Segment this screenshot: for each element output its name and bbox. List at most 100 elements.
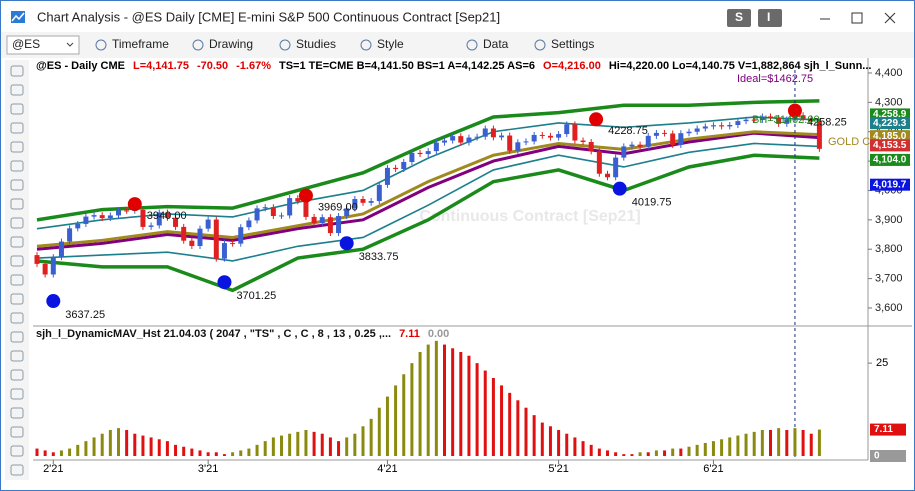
candle-body xyxy=(352,198,358,209)
candle-body xyxy=(213,219,219,259)
histogram-bar xyxy=(451,348,455,456)
candle-body xyxy=(197,228,203,246)
left-toolstrip xyxy=(5,60,29,480)
candle-body xyxy=(295,198,301,202)
histogram-bar xyxy=(508,392,512,456)
histogram-bar xyxy=(394,385,398,456)
candle-body xyxy=(515,142,521,151)
pivot-label: 3637.25 xyxy=(65,309,105,321)
indicator-tick-label: 25 xyxy=(876,357,888,369)
study-note: Ideal=$1462.75 xyxy=(737,73,813,85)
date-label: 4'21 xyxy=(377,463,397,475)
maximize[interactable] xyxy=(851,12,863,24)
window-title: Chart Analysis - @ES Daily [CME] E-mini … xyxy=(37,9,500,24)
pivot-label: 3701.25 xyxy=(236,290,276,302)
header-field: @ES - Daily CME xyxy=(36,60,125,72)
tool-icons xyxy=(10,65,24,476)
toolbar-item: Studies xyxy=(296,37,336,51)
indicator-zero-badge-label: 0 xyxy=(874,451,880,462)
indicator-label: sjh_l_DynamicMAV_Hst 21.04.03 ( 2047 , "… xyxy=(36,328,391,340)
histogram-bar xyxy=(695,444,699,456)
histogram-bar xyxy=(801,430,805,456)
candle-body xyxy=(490,128,496,138)
tool-icon xyxy=(10,217,24,229)
candle-body xyxy=(710,125,716,127)
candle-body xyxy=(686,131,692,134)
candle-body xyxy=(808,118,814,122)
candle-body xyxy=(311,216,317,224)
price-tick-label: 4,300 xyxy=(875,96,903,108)
candle-body xyxy=(531,134,537,142)
candle-body xyxy=(417,152,423,155)
candle-body xyxy=(42,263,48,275)
histogram-bar xyxy=(263,441,267,456)
candle-body xyxy=(230,243,236,245)
symbol-box[interactable] xyxy=(6,35,80,55)
histogram-bar xyxy=(524,407,528,456)
candle-body xyxy=(596,151,602,174)
price-badge xyxy=(870,117,910,130)
pivot-dot xyxy=(217,275,232,290)
tool-icon xyxy=(10,464,24,476)
histogram-bar xyxy=(84,441,88,456)
candle-body xyxy=(523,141,529,143)
histogram-bar xyxy=(500,385,504,456)
histogram-bar xyxy=(206,452,210,456)
close[interactable] xyxy=(884,12,896,24)
candle-body xyxy=(564,124,570,135)
candle-body xyxy=(474,136,480,138)
histogram-bar xyxy=(785,430,789,456)
candle-body xyxy=(173,217,179,227)
candle-body xyxy=(442,140,447,143)
candle-body xyxy=(621,146,627,158)
pivot-dot xyxy=(127,197,142,212)
histogram-bar xyxy=(573,437,577,456)
histogram-bar xyxy=(312,431,316,456)
i-button[interactable] xyxy=(758,9,782,27)
indicator-zero-badge xyxy=(870,450,906,462)
histogram-bar xyxy=(769,430,772,456)
candle-body xyxy=(75,223,81,229)
price-badge-label: 4,104.0 xyxy=(873,155,907,166)
candle-body xyxy=(116,210,121,216)
histogram-bar xyxy=(133,433,137,456)
s-button-label: S xyxy=(735,10,743,24)
histogram-bar xyxy=(532,415,536,456)
histogram-bar xyxy=(483,370,487,456)
pivot-dot xyxy=(46,294,61,309)
histogram-bar xyxy=(304,430,308,456)
candle-body xyxy=(727,124,733,127)
tool-icon xyxy=(10,293,24,305)
histogram-bar xyxy=(516,400,520,456)
pivot-dot xyxy=(298,188,313,203)
histogram-bar xyxy=(728,437,732,456)
histogram-bar xyxy=(222,454,226,456)
candle-body xyxy=(221,243,227,259)
histogram-bar xyxy=(777,428,781,456)
candle-body xyxy=(189,240,195,246)
histogram-bar xyxy=(92,437,96,456)
histogram-bar xyxy=(100,433,104,456)
candle-body xyxy=(205,219,211,229)
candle-body xyxy=(91,215,97,217)
histogram-bar xyxy=(328,437,332,456)
candle-body xyxy=(409,152,415,162)
header-field: L=4,141.75 xyxy=(133,60,189,72)
histogram-bar xyxy=(320,433,324,456)
s-button[interactable] xyxy=(727,9,751,27)
tool-icon xyxy=(10,236,24,248)
price-badge xyxy=(870,130,910,143)
candle-body xyxy=(768,116,773,118)
tool-icon xyxy=(10,388,24,400)
histogram-bar xyxy=(426,344,430,456)
tool-icon xyxy=(10,407,24,419)
i-button-label: I xyxy=(767,10,770,24)
candle-body xyxy=(466,137,472,143)
price-tick-label: 4,400 xyxy=(875,67,903,79)
price-badge-label: 4,258.9 xyxy=(873,109,907,120)
histogram-bar xyxy=(736,435,740,456)
histogram-bar xyxy=(809,433,813,456)
histogram-bar xyxy=(663,450,667,456)
candle-body xyxy=(719,125,725,127)
candle-body xyxy=(254,208,260,221)
